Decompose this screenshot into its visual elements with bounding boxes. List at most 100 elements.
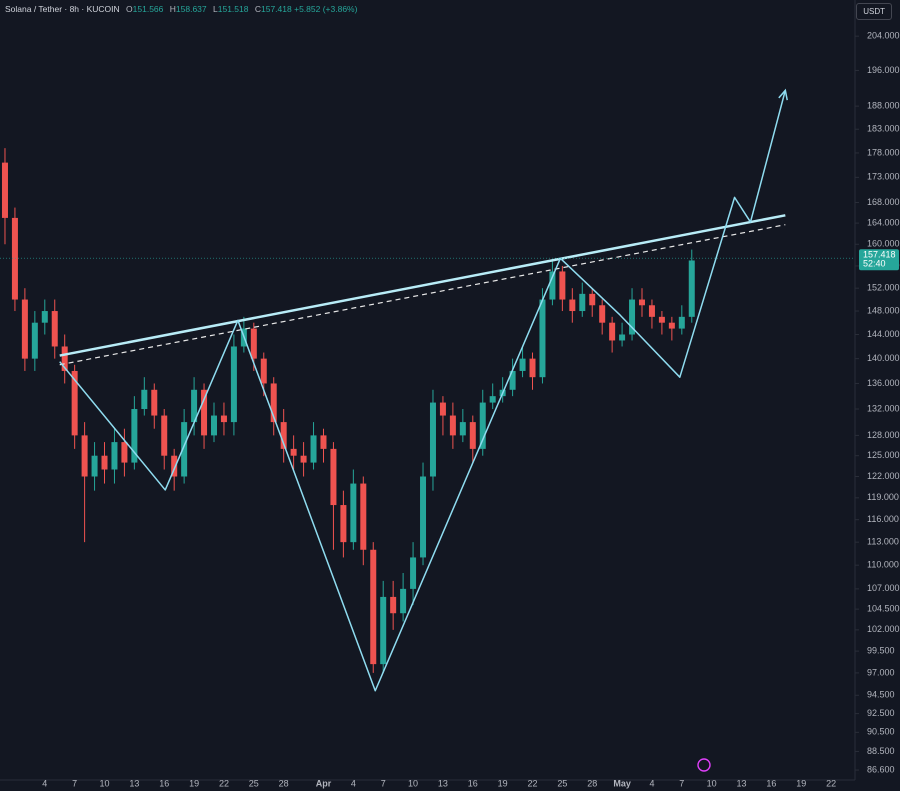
candle-body xyxy=(380,596,387,665)
last-price-box xyxy=(859,249,899,271)
candle-body xyxy=(688,260,695,317)
candle-body xyxy=(439,402,446,416)
ohlc-key: L xyxy=(213,4,218,14)
x-tick-label: 22 xyxy=(219,778,229,788)
candle-body xyxy=(370,549,377,665)
candle-body xyxy=(449,415,456,436)
y-tick-label: 116.000 xyxy=(867,514,899,524)
candle-body xyxy=(529,358,536,378)
candle-body xyxy=(459,422,466,436)
candle-body xyxy=(340,505,347,543)
x-tick-label: 10 xyxy=(707,778,717,788)
candle-body xyxy=(549,271,556,300)
candle-body xyxy=(81,435,88,477)
y-tick-label: 122.000 xyxy=(867,471,900,481)
candle-body xyxy=(121,442,128,463)
candle-body xyxy=(191,389,198,423)
y-tick-label: 183.000 xyxy=(867,124,900,134)
pattern-drawing xyxy=(59,224,786,366)
candle-body xyxy=(599,305,606,323)
y-tick-label: 152.000 xyxy=(867,283,900,293)
pattern-drawing xyxy=(59,214,786,357)
ohlc-key: H xyxy=(169,4,176,14)
candle-body xyxy=(51,311,58,347)
candle-body xyxy=(410,557,417,589)
currency-button[interactable]: USDT xyxy=(856,3,892,20)
ohlc-value: 151.518 xyxy=(217,4,249,14)
candle-body xyxy=(400,588,407,614)
y-tick-label: 168.000 xyxy=(867,197,900,207)
x-tick-label: 25 xyxy=(249,778,259,788)
candle-body xyxy=(151,389,158,416)
candle-body xyxy=(111,442,118,470)
candle-body xyxy=(41,311,48,323)
candle-body xyxy=(509,370,516,390)
x-tick-label: 25 xyxy=(557,778,567,788)
y-tick-label: 90.500 xyxy=(867,727,895,737)
candle-body xyxy=(11,217,18,300)
x-tick-label: 28 xyxy=(279,778,289,788)
candle-body xyxy=(390,596,397,614)
candle-body xyxy=(21,299,28,359)
change: +5.852 (+3.86%) xyxy=(294,4,358,14)
candle-body xyxy=(638,299,645,306)
candle-body xyxy=(280,422,287,449)
candle-body xyxy=(250,328,257,359)
ohlc-key: O xyxy=(126,4,133,14)
candle-body xyxy=(290,448,297,456)
y-tick-label: 128.000 xyxy=(867,430,900,440)
candle-body xyxy=(161,415,168,456)
x-tick-label: 16 xyxy=(468,778,478,788)
replay-icon[interactable] xyxy=(697,758,711,772)
pattern-drawing xyxy=(59,90,787,692)
x-tick-label: 19 xyxy=(189,778,199,788)
candle-body xyxy=(300,455,307,463)
candle-body xyxy=(220,415,227,423)
candle-body xyxy=(141,389,148,410)
candle-body xyxy=(519,358,526,371)
candle-body xyxy=(91,455,98,477)
candle-body xyxy=(71,370,78,436)
x-tick-label: 16 xyxy=(159,778,169,788)
candle-body xyxy=(589,293,596,306)
y-tick-label: 140.000 xyxy=(867,353,900,363)
y-tick-label: 125.000 xyxy=(867,450,900,460)
y-tick-label: 136.000 xyxy=(867,378,900,388)
x-tick-label: 4 xyxy=(649,778,654,788)
y-tick-label: 94.500 xyxy=(867,690,895,700)
y-tick-label: 173.000 xyxy=(867,172,900,182)
candle-body xyxy=(658,316,665,323)
y-tick-label: 144.000 xyxy=(867,329,900,339)
candle-body xyxy=(181,422,188,477)
candle-body xyxy=(360,483,367,550)
y-tick-label: 88.500 xyxy=(867,746,895,756)
x-tick-label: 28 xyxy=(587,778,597,788)
candle-body xyxy=(609,322,616,341)
candle-body xyxy=(131,409,138,463)
y-tick-label: 204.000 xyxy=(867,31,900,41)
ohlc-value: 158.637 xyxy=(175,4,207,14)
x-tick-label: 7 xyxy=(72,778,77,788)
candle-body xyxy=(330,448,337,506)
candle-body xyxy=(469,422,476,449)
candle-body xyxy=(201,389,208,436)
symbol-header: Solana / Tether · 8h · KUCOIN O151.566 H… xyxy=(5,4,357,14)
candle-body xyxy=(101,455,108,470)
y-tick-label: 132.000 xyxy=(867,403,900,413)
candle-body xyxy=(230,346,237,423)
y-tick-label: 164.000 xyxy=(867,217,900,227)
candle-body xyxy=(210,415,217,436)
x-tick-label: 10 xyxy=(408,778,418,788)
ohlc-key: C xyxy=(254,4,261,14)
candle-body xyxy=(559,271,566,300)
x-tick-label: 19 xyxy=(796,778,806,788)
symbol: Solana / Tether · 8h · KUCOIN xyxy=(5,4,120,14)
y-tick-label: 104.500 xyxy=(867,603,900,613)
y-tick-label: 196.000 xyxy=(867,65,900,75)
candle-body xyxy=(31,322,38,359)
y-tick-label: 99.500 xyxy=(867,645,895,655)
candle-body xyxy=(489,396,496,403)
candle-body xyxy=(579,293,586,312)
candle-body xyxy=(648,305,655,317)
